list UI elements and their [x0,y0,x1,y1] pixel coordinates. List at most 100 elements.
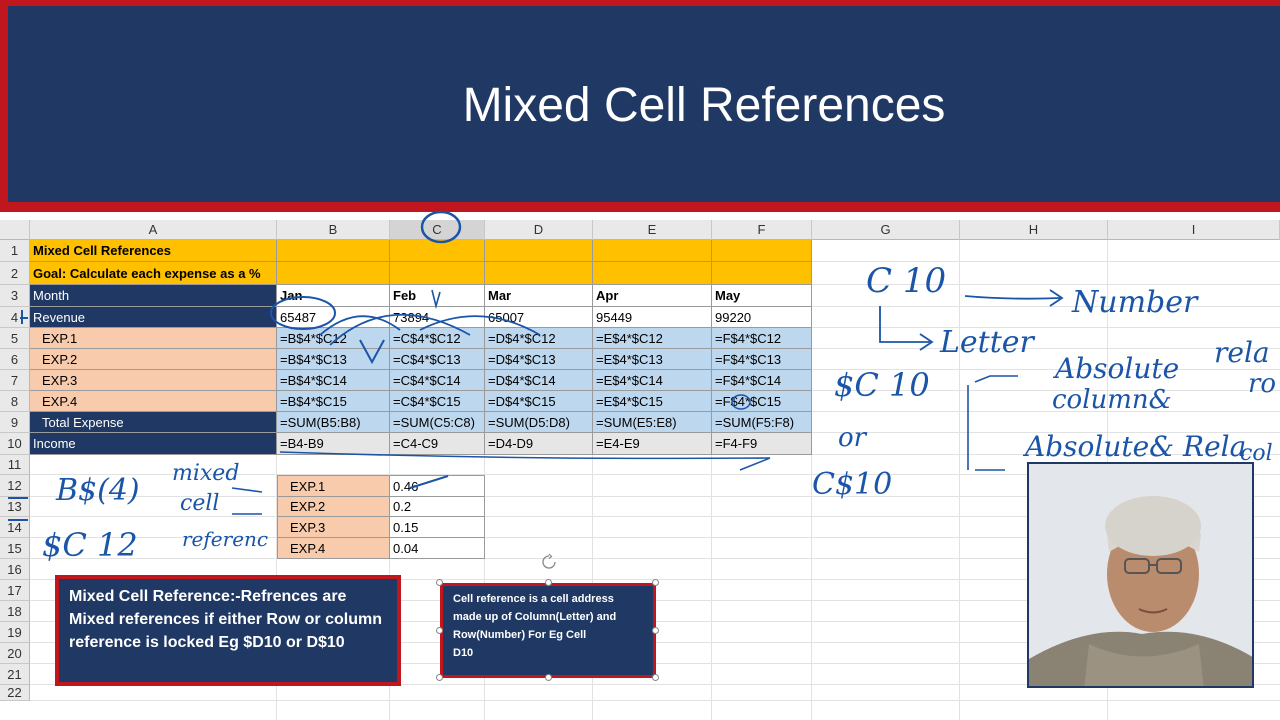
cell[interactable] [277,240,390,262]
column-header-b[interactable]: B [277,220,390,240]
cell[interactable]: =F4-F9 [712,433,812,455]
row-header[interactable]: 19 [0,622,30,643]
cell[interactable]: 65487 [277,307,390,328]
cell[interactable]: EXP.1 [30,328,277,349]
cell[interactable]: =SUM(C5:C8) [390,412,485,433]
cell[interactable] [485,240,593,262]
cell[interactable]: =D$4*$C15 [485,391,593,412]
cell[interactable] [390,262,485,285]
cell[interactable]: =SUM(D5:D8) [485,412,593,433]
cell[interactable]: Revenue [30,307,277,328]
cell[interactable]: Total Expense [30,412,277,433]
cell[interactable]: EXP.1 [277,475,390,497]
cell[interactable]: EXP.3 [30,370,277,391]
cell[interactable]: Feb [390,285,485,307]
row-header[interactable]: 17 [0,580,30,601]
cell[interactable]: =C$4*$C12 [390,328,485,349]
cell[interactable]: =C$4*$C15 [390,391,485,412]
cell[interactable]: EXP.2 [277,497,390,517]
column-header-f[interactable]: F [712,220,812,240]
row-header[interactable]: 14 [0,517,30,538]
row-header[interactable]: 2 [0,262,30,285]
cell[interactable]: 0.2 [390,497,485,517]
cell[interactable]: =B$4*$C12 [277,328,390,349]
resize-handle[interactable] [652,627,659,634]
cell[interactable]: 0.15 [390,517,485,538]
cell[interactable]: =F$4*$C15 [712,391,812,412]
cell[interactable]: Month [30,285,277,307]
column-header-d[interactable]: D [485,220,593,240]
cell[interactable]: 0.04 [390,538,485,559]
cell[interactable] [277,262,390,285]
resize-handle[interactable] [545,579,552,586]
cell[interactable]: =E4-E9 [593,433,712,455]
resize-handle[interactable] [436,579,443,586]
cell[interactable]: =SUM(B5:B8) [277,412,390,433]
cell[interactable] [593,262,712,285]
column-header-i[interactable]: I [1108,220,1280,240]
cell-reference-textbox[interactable]: Cell reference is a cell address made up… [440,583,656,678]
row-header[interactable]: 9 [0,412,30,433]
row-header[interactable]: 22 [0,685,30,701]
cell[interactable]: =SUM(E5:E8) [593,412,712,433]
resize-handle[interactable] [436,674,443,681]
cell[interactable]: May [712,285,812,307]
row-header[interactable]: 13 [0,497,30,517]
row-header[interactable]: 18 [0,601,30,622]
cell[interactable]: 95449 [593,307,712,328]
cell[interactable]: =C4-C9 [390,433,485,455]
cell[interactable]: Apr [593,285,712,307]
column-header-h[interactable]: H [960,220,1108,240]
cell[interactable]: =F$4*$C13 [712,349,812,370]
cell[interactable]: =F$4*$C14 [712,370,812,391]
cell[interactable]: =B$4*$C14 [277,370,390,391]
cell[interactable]: Goal: Calculate each expense as a % [30,262,277,285]
cell[interactable]: =D$4*$C12 [485,328,593,349]
cell[interactable]: =E$4*$C14 [593,370,712,391]
resize-handle[interactable] [436,627,443,634]
cell[interactable]: 0.46 [390,475,485,497]
cell[interactable] [593,240,712,262]
row-header[interactable]: 6 [0,349,30,370]
row-header[interactable]: 20 [0,643,30,664]
row-header[interactable]: 12 [0,475,30,497]
cell[interactable] [390,240,485,262]
cell[interactable]: =B$4*$C15 [277,391,390,412]
column-header-a[interactable]: A [30,220,277,240]
cell[interactable]: Jan [277,285,390,307]
cell[interactable]: =D$4*$C14 [485,370,593,391]
column-header-c[interactable]: C [390,220,485,240]
resize-handle[interactable] [652,579,659,586]
cell[interactable]: EXP.4 [30,391,277,412]
resize-handle[interactable] [545,674,552,681]
column-header-e[interactable]: E [593,220,712,240]
cell[interactable]: =SUM(F5:F8) [712,412,812,433]
cell[interactable]: Mar [485,285,593,307]
cell[interactable]: =E$4*$C15 [593,391,712,412]
row-header[interactable]: 5 [0,328,30,349]
cell[interactable]: Mixed Cell References [30,240,277,262]
cell[interactable]: =E$4*$C13 [593,349,712,370]
cell[interactable]: 99220 [712,307,812,328]
cell[interactable]: =B$4*$C13 [277,349,390,370]
cell[interactable]: =B4-B9 [277,433,390,455]
cell[interactable]: =C$4*$C13 [390,349,485,370]
cell[interactable] [712,262,812,285]
row-header[interactable]: 21 [0,664,30,685]
cell[interactable]: =D$4*$C13 [485,349,593,370]
cell[interactable]: =F$4*$C12 [712,328,812,349]
cell[interactable]: Income [30,433,277,455]
row-header[interactable]: 15 [0,538,30,559]
resize-handle[interactable] [652,674,659,681]
rotate-handle-icon[interactable] [540,553,558,571]
cell[interactable]: 73894 [390,307,485,328]
row-header[interactable]: 3 [0,285,30,307]
cell[interactable] [485,262,593,285]
row-header[interactable]: 7 [0,370,30,391]
select-all-corner[interactable] [0,220,30,240]
mixed-reference-textbox[interactable]: Mixed Cell Reference:-Refrences are Mixe… [55,575,401,686]
cell[interactable] [712,240,812,262]
cell[interactable]: EXP.4 [277,538,390,559]
column-header-g[interactable]: G [812,220,960,240]
row-header[interactable]: 10 [0,433,30,455]
